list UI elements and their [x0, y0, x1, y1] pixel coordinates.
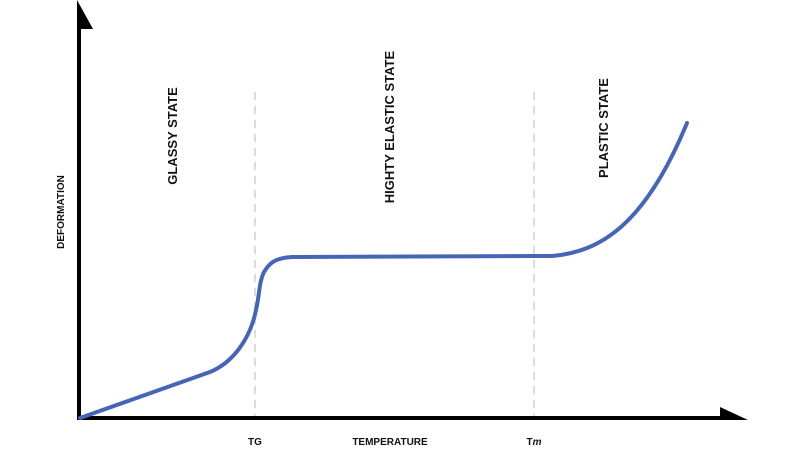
x-tick-tm-main: T [526, 437, 532, 448]
x-axis-arrowhead-icon [720, 407, 748, 420]
region-label-glassy: GLASSY STATE [165, 87, 180, 185]
x-axis-label: TEMPERATURE [352, 437, 428, 448]
y-axis-arrowhead-icon [77, 0, 93, 29]
y-axis-label: DEFORMATION [56, 175, 67, 249]
x-tick-tm-subscript: m [533, 437, 542, 448]
x-tick-tm: Tm [526, 437, 541, 448]
x-tick-tg: TG [248, 437, 262, 448]
region-label-plastic: PLASTIC STATE [596, 78, 611, 178]
deformation-curve [78, 121, 689, 420]
region-label-elastic: HIGHTY ELASTIC STATE [382, 50, 397, 203]
